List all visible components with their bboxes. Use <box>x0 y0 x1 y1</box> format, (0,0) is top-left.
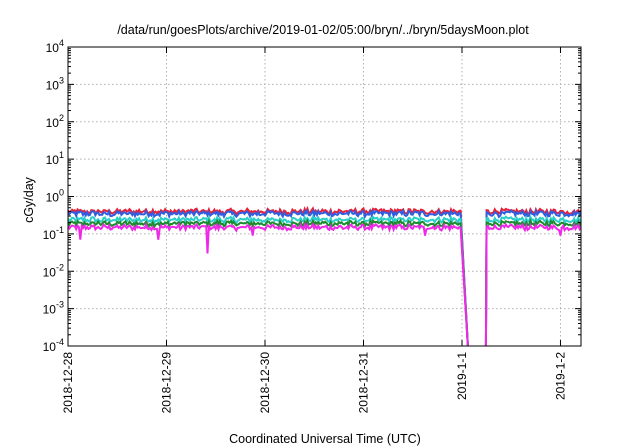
y-tick-base: 10 <box>43 265 57 279</box>
y-axis-title: cGy/day <box>22 176 36 223</box>
series-line <box>68 214 469 346</box>
y-tick-exponent: 2 <box>59 113 64 123</box>
y-tick-label: 101 <box>46 150 64 167</box>
y-tick-base: 10 <box>43 340 57 354</box>
x-tick-label: 2018-12-31 <box>356 352 370 414</box>
x-tick-label: 2018-12-28 <box>61 352 75 414</box>
y-tick-label: 103 <box>46 75 64 92</box>
y-tick-label: 104 <box>46 38 64 55</box>
series-line <box>68 205 469 346</box>
grid <box>68 47 581 346</box>
x-axis-title: Coordinated Universal Time (UTC) <box>229 432 421 446</box>
y-tick-exponent: 3 <box>59 75 64 85</box>
y-tick-exponent: -3 <box>56 300 64 310</box>
series-line <box>484 206 581 346</box>
series-line <box>68 217 469 346</box>
y-tick-label: 10-4 <box>43 337 64 354</box>
series-line <box>68 208 469 346</box>
y-tick-base: 10 <box>46 78 60 92</box>
y-tick-label: 100 <box>46 188 64 205</box>
y-tick-label: 10-3 <box>43 300 64 317</box>
y-tick-exponent: -1 <box>56 225 64 235</box>
y-tick-exponent: -2 <box>56 262 64 272</box>
series-line <box>484 222 581 346</box>
y-tick-exponent: 1 <box>59 150 64 160</box>
y-tick-label: 10-2 <box>43 262 64 279</box>
y-tick-base: 10 <box>43 228 57 242</box>
series-line <box>484 207 581 346</box>
y-tick-base: 10 <box>43 303 57 317</box>
plot-series <box>68 205 581 346</box>
series-line <box>68 221 469 346</box>
chart-title: /data/run/goesPlots/archive/2019-01-02/0… <box>117 23 529 37</box>
y-tick-exponent: -4 <box>56 337 64 347</box>
y-tick-base: 10 <box>46 191 60 205</box>
y-tick-base: 10 <box>46 153 60 167</box>
y-tick-exponent: 4 <box>59 38 64 48</box>
x-tick-label: 2018-12-30 <box>258 352 272 414</box>
x-tick-label: 2019-1-1 <box>455 352 469 400</box>
x-ticks: 2018-12-28 2018-12-29 2018-12-30 2018-12-31… <box>61 47 567 413</box>
y-tick-label: 10-1 <box>43 225 64 242</box>
series-line <box>484 214 581 346</box>
y-tick-base: 10 <box>46 41 60 55</box>
x-tick-label: 2019-1-2 <box>553 352 567 400</box>
x-tick-label: 2018-12-29 <box>159 352 173 414</box>
y-tick-label: 102 <box>46 113 64 130</box>
y-tick-base: 10 <box>46 116 60 130</box>
series-line <box>484 217 581 346</box>
y-tick-exponent: 0 <box>59 188 64 198</box>
